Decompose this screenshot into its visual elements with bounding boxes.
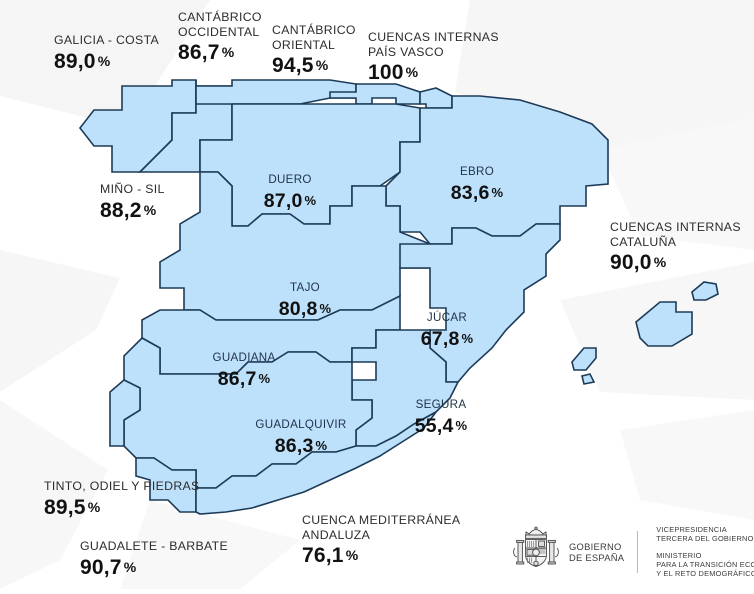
- label-tinto-odiel-piedras: TINTO, ODIEL Y PIEDRAS 89,5%: [44, 479, 200, 520]
- vicepresidencia-line-2: TERCERA DEL GOBIERNO: [656, 534, 754, 544]
- ministerio-line-1: MINISTERIO: [656, 550, 702, 560]
- label-duero: DUERO 87,0%: [233, 173, 347, 213]
- island-shape-mallorca: [635, 301, 693, 347]
- label-cuencas-cataluna: CUENCAS INTERNAS CATALUÑA 90,0%: [610, 220, 741, 275]
- label-cuencas-pais-vasco: CUENCAS INTERNAS PAÍS VASCO 100%: [368, 30, 499, 85]
- escudo-de-espana-icon: [512, 526, 560, 577]
- gobierno-de-espana-text: GOBIERNO DE ESPAÑA: [569, 541, 624, 563]
- basin-value-jucar: 67,8%: [420, 327, 474, 350]
- ministerio-line-2: PARA LA TRANSICIÓN ECOLÓGICA: [656, 559, 754, 569]
- government-logo-block: GOBIERNO DE ESPAÑA VICEPRESIDENCIA TERCE…: [512, 525, 754, 578]
- label-segura: SEGURA 55,4%: [389, 398, 493, 438]
- logo-divider: [637, 530, 639, 573]
- island-shape-ibiza: [571, 347, 597, 371]
- basin-value-cantabrico-oriental: 94,5%: [272, 54, 329, 77]
- ministry-text-block: VICEPRESIDENCIA TERCERA DEL GOBIERNO MIN…: [656, 525, 754, 578]
- basin-name-tajo: TAJO: [290, 281, 320, 294]
- basin-name-tinto-odiel-piedras: TINTO, ODIEL Y PIEDRAS: [44, 479, 200, 493]
- label-guadalquivir: GUADALQUIVIR 86,3%: [225, 418, 377, 458]
- basin-value-tajo: 80,8%: [278, 297, 332, 320]
- basin-value-cantabrico-occidental: 86,7%: [178, 41, 235, 64]
- ministerio-group: MINISTERIO PARA LA TRANSICIÓN ECOLÓGICA …: [656, 551, 754, 579]
- basin-value-tinto-odiel-piedras: 89,5%: [44, 495, 101, 519]
- label-tajo: TAJO 80,8%: [255, 281, 355, 321]
- basin-name-cantabrico-oriental: CANTÁBRICO ORIENTAL: [272, 23, 356, 52]
- basin-name-guadalete-barbate: GUADALETE - BARBATE: [80, 539, 228, 553]
- basin-name-mino-sil: MIÑO - SIL: [100, 182, 165, 196]
- island-shape-menorca: [691, 281, 719, 301]
- basin-value-duero: 87,0%: [263, 189, 317, 212]
- basin-value-galicia-costa: 89,0%: [54, 49, 111, 73]
- basin-shape-cuencas-pais-vasco: [419, 87, 453, 109]
- basin-value-cuencas-pais-vasco: 100%: [368, 61, 419, 84]
- basin-name-galicia-costa: GALICIA - COSTA: [54, 33, 160, 47]
- basin-value-segura: 55,4%: [414, 414, 468, 437]
- basin-shape-guadalete-barbate: [135, 457, 197, 513]
- ministerio-line-3: Y EL RETO DEMOGRÁFICO: [656, 569, 754, 579]
- label-cantabrico-occidental: CANTÁBRICO OCCIDENTAL 86,7%: [178, 10, 262, 65]
- basin-name-guadalquivir: GUADALQUIVIR: [255, 418, 347, 431]
- label-guadalete-barbate: GUADALETE - BARBATE 90,7%: [80, 539, 228, 580]
- basin-shape-jucar: [399, 223, 561, 383]
- basin-name-segura: SEGURA: [415, 398, 467, 411]
- basin-value-guadalquivir: 86,3%: [274, 434, 328, 457]
- basin-value-cuencas-cataluna: 90,0%: [610, 251, 667, 274]
- vicepresidencia-line-1: VICEPRESIDENCIA: [656, 525, 727, 534]
- gobierno-line-2: DE ESPAÑA: [569, 551, 625, 563]
- gobierno-line-1: GOBIERNO: [569, 540, 622, 552]
- basin-name-duero: DUERO: [268, 173, 312, 186]
- label-ebro: EBRO 83,6%: [428, 165, 526, 205]
- basin-name-cantabrico-occidental: CANTÁBRICO OCCIDENTAL: [178, 10, 262, 39]
- basin-value-mino-sil: 88,2%: [100, 198, 157, 222]
- basin-name-cuenca-mediterranea-andaluza: CUENCA MEDITERRÁNEA ANDALUZA: [302, 513, 461, 542]
- label-cantabrico-oriental: CANTÁBRICO ORIENTAL 94,5%: [272, 23, 356, 78]
- label-mino-sil: MIÑO - SIL 88,2%: [100, 182, 165, 223]
- basin-name-guadiana: GUADIANA: [212, 351, 276, 364]
- basin-name-ebro: EBRO: [459, 165, 495, 178]
- basin-value-ebro: 83,6%: [450, 181, 504, 204]
- basin-name-cuencas-pais-vasco: CUENCAS INTERNAS PAÍS VASCO: [368, 30, 499, 59]
- basin-shape-cuenca-mediterranea-andaluza: [195, 411, 437, 515]
- basin-value-guadiana: 86,7%: [217, 367, 271, 390]
- basin-name-cuencas-cataluna: CUENCAS INTERNAS CATALUÑA: [610, 220, 741, 249]
- island-shape-formentera: [581, 373, 596, 385]
- label-galicia-costa: GALICIA - COSTA 89,0%: [54, 33, 159, 74]
- label-cuenca-mediterranea-andaluza: CUENCA MEDITERRÁNEA ANDALUZA 76,1%: [302, 513, 460, 568]
- basin-shape-tinto-odiel-piedras: [109, 379, 141, 447]
- label-guadiana: GUADIANA 86,7%: [184, 351, 304, 391]
- basin-value-guadalete-barbate: 90,7%: [80, 555, 137, 579]
- label-jucar: JÚCAR 67,8%: [399, 311, 495, 351]
- vicepresidencia-group: VICEPRESIDENCIA TERCERA DEL GOBIERNO: [656, 525, 754, 544]
- basin-name-jucar: JÚCAR: [426, 311, 468, 324]
- basin-value-cuenca-mediterranea-andaluza: 76,1%: [302, 544, 359, 567]
